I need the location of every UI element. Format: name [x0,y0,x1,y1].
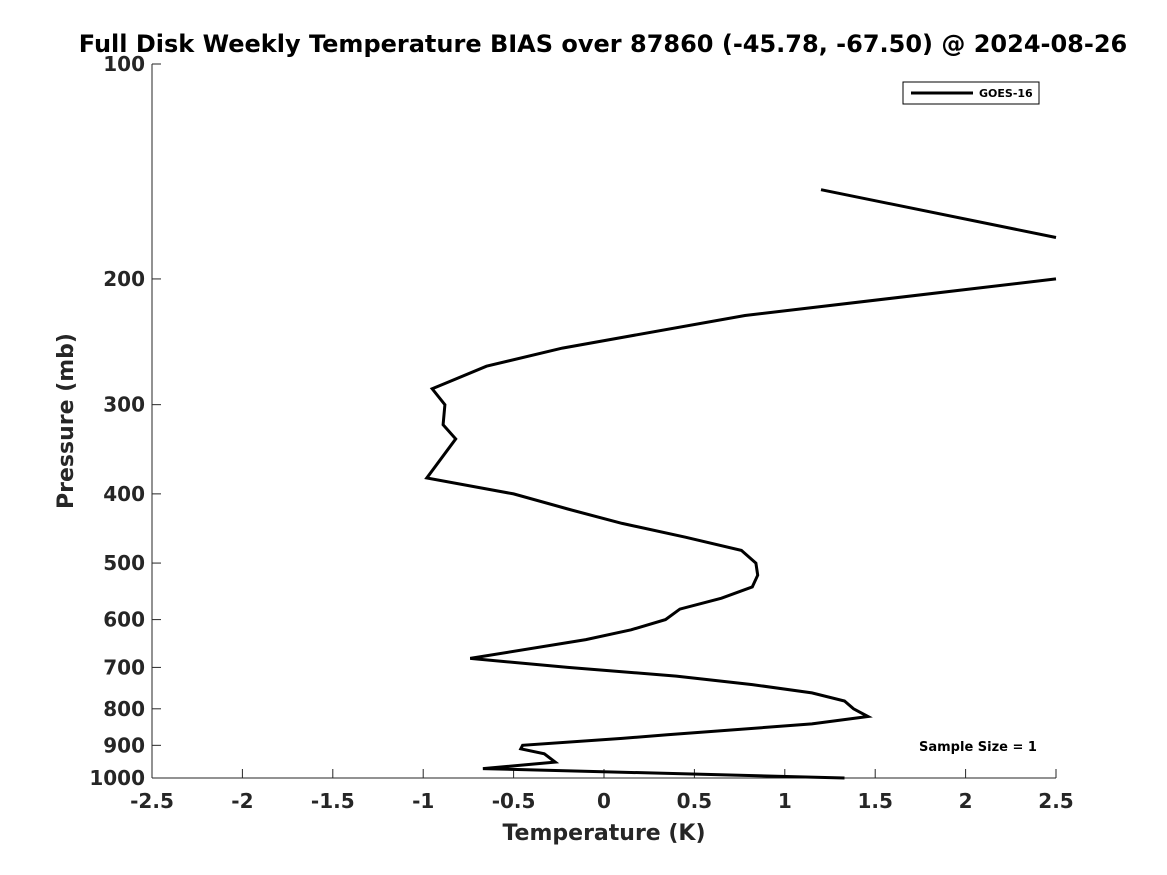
series-line-goes-16 [820,188,1057,239]
x-tick-label: 1.5 [857,789,892,813]
x-tick-label: -1.5 [311,789,355,813]
x-tick-label: 0 [597,789,611,813]
legend: GOES-16 [902,81,1040,105]
sample-size-annotation: Sample Size = 1 [919,740,1037,755]
x-axis-label: Temperature (K) [502,821,705,846]
x-tick-label: 2 [959,789,973,813]
series-line-goes-16 [424,277,1057,780]
chart-title: Full Disk Weekly Temperature BIAS over 8… [79,30,1127,58]
y-axis-label: Pressure (mb) [54,333,79,509]
x-tick-label: -1 [412,789,434,813]
y-tick-label: 800 [103,697,145,721]
y-tick-label: 400 [103,482,145,506]
y-axis-ticks: 100 200 300 400 500 600 700 800 900 1000 [89,52,161,790]
y-tick-label: 900 [103,733,145,757]
x-tick-label: 0.5 [677,789,712,813]
x-tick-label: 1 [778,789,792,813]
y-tick-label: 200 [103,267,145,291]
y-tick-label: 300 [103,393,145,417]
y-tick-label: 700 [103,655,145,679]
y-tick-label: 1000 [89,766,145,790]
y-tick-label: 500 [103,551,145,575]
series-layer [424,188,1057,780]
x-tick-label: -2 [231,789,253,813]
legend-label: GOES-16 [979,87,1033,100]
x-tick-label: -0.5 [492,789,536,813]
y-tick-label: 100 [103,52,145,76]
x-tick-label: 2.5 [1038,789,1073,813]
x-axis-ticks: -2.5 -2 -1.5 -1 -0.5 0 0.5 1 1.5 2 2.5 [130,769,1074,813]
plot-area [152,64,1056,778]
y-tick-label: 600 [103,608,145,632]
x-tick-label: -2.5 [130,789,174,813]
